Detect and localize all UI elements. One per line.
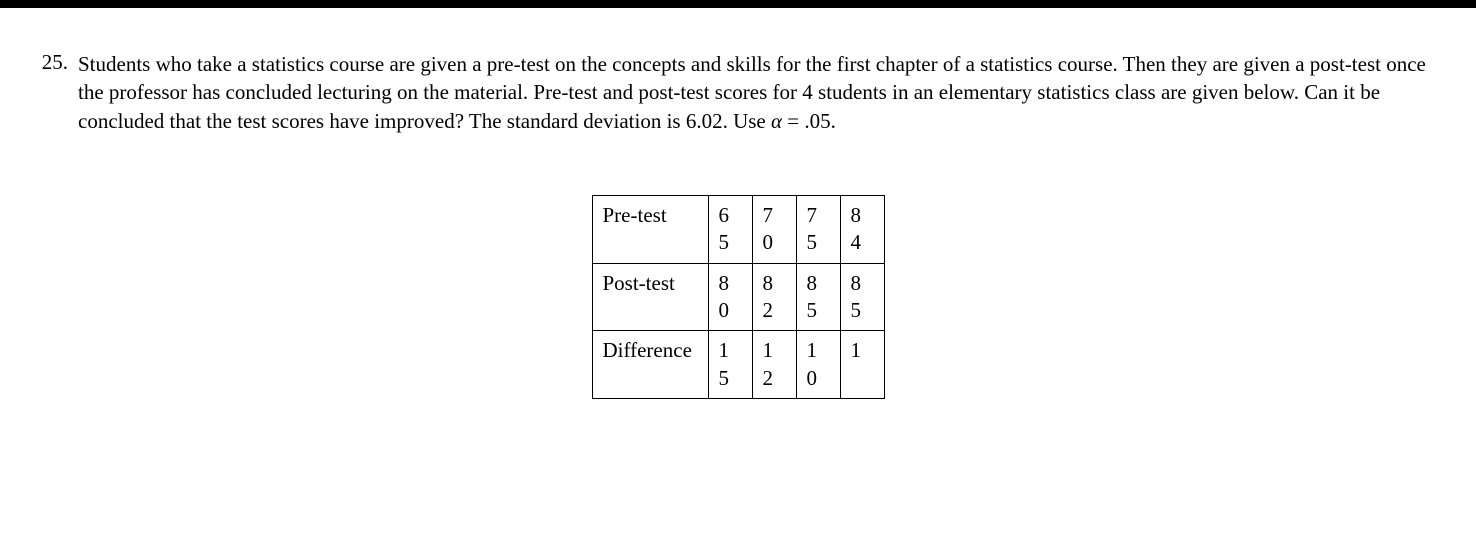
alpha-symbol: α [771,109,782,133]
cell-value: 75 [796,196,840,264]
cell-value: 85 [796,263,840,331]
content-area: 25. Students who take a statistics cours… [0,8,1476,399]
cell-value: 84 [840,196,884,264]
cell-value: 80 [708,263,752,331]
table-row: Pre-test65707584 [592,196,884,264]
cell-value: 85 [840,263,884,331]
row-label: Difference [592,331,708,399]
row-label: Post-test [592,263,708,331]
cell-value: 1 [840,331,884,399]
top-border-bar [0,0,1476,8]
question-text-part2: = .05. [782,109,836,133]
cell-value: 15 [708,331,752,399]
question-number: 25. [36,50,78,75]
data-table: Pre-test65707584Post-test80828585Differe… [592,195,885,399]
question-text-part1: Students who take a statistics course ar… [78,52,1426,133]
cell-value: 10 [796,331,840,399]
cell-value: 65 [708,196,752,264]
table-row: Post-test80828585 [592,263,884,331]
cell-value: 70 [752,196,796,264]
cell-value: 82 [752,263,796,331]
cell-value: 12 [752,331,796,399]
table-wrapper: Pre-test65707584Post-test80828585Differe… [36,195,1440,399]
row-label: Pre-test [592,196,708,264]
table-row: Difference1512101 [592,331,884,399]
question-text: Students who take a statistics course ar… [78,50,1440,135]
question-block: 25. Students who take a statistics cours… [36,50,1440,135]
table-body: Pre-test65707584Post-test80828585Differe… [592,196,884,399]
